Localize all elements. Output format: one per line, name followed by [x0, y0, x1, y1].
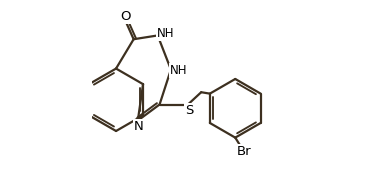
Text: O: O — [120, 10, 131, 23]
Text: Br: Br — [237, 145, 252, 158]
Text: NH: NH — [170, 64, 187, 77]
Text: NH: NH — [157, 27, 174, 40]
Text: S: S — [185, 104, 193, 117]
Text: N: N — [134, 120, 144, 133]
